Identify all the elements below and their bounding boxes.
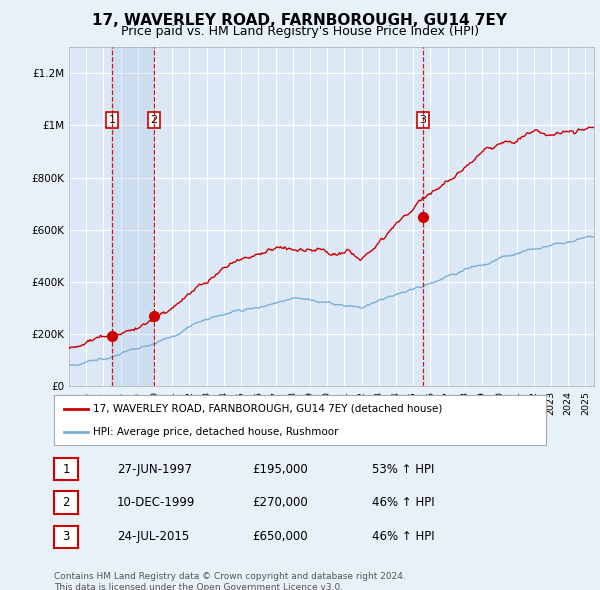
Text: Contains HM Land Registry data © Crown copyright and database right 2024.
This d: Contains HM Land Registry data © Crown c… <box>54 572 406 590</box>
Text: 3: 3 <box>62 530 70 543</box>
Text: 2: 2 <box>62 496 70 509</box>
Text: 17, WAVERLEY ROAD, FARNBOROUGH, GU14 7EY: 17, WAVERLEY ROAD, FARNBOROUGH, GU14 7EY <box>92 13 508 28</box>
Bar <box>112 47 154 386</box>
Text: 1: 1 <box>109 115 115 125</box>
Text: 24-JUL-2015: 24-JUL-2015 <box>117 530 189 543</box>
Text: 53% ↑ HPI: 53% ↑ HPI <box>372 463 434 476</box>
Text: 10-DEC-1999: 10-DEC-1999 <box>117 496 196 509</box>
Text: 27-JUN-1997: 27-JUN-1997 <box>117 463 192 476</box>
Text: 2: 2 <box>151 115 158 125</box>
Text: 17, WAVERLEY ROAD, FARNBOROUGH, GU14 7EY (detached house): 17, WAVERLEY ROAD, FARNBOROUGH, GU14 7EY… <box>94 404 443 414</box>
Text: 1: 1 <box>62 463 70 476</box>
Text: 46% ↑ HPI: 46% ↑ HPI <box>372 496 434 509</box>
Text: HPI: Average price, detached house, Rushmoor: HPI: Average price, detached house, Rush… <box>94 427 339 437</box>
Text: £270,000: £270,000 <box>252 496 308 509</box>
Text: 3: 3 <box>419 115 427 125</box>
Text: £195,000: £195,000 <box>252 463 308 476</box>
Text: Price paid vs. HM Land Registry's House Price Index (HPI): Price paid vs. HM Land Registry's House … <box>121 25 479 38</box>
Text: £650,000: £650,000 <box>252 530 308 543</box>
Text: 46% ↑ HPI: 46% ↑ HPI <box>372 530 434 543</box>
